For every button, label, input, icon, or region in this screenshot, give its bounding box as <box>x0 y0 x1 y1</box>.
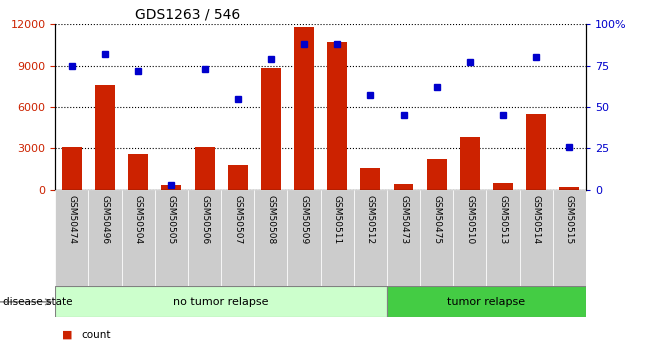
Text: GSM50509: GSM50509 <box>299 195 309 244</box>
Bar <box>261 68 281 190</box>
Bar <box>460 137 480 190</box>
Bar <box>89 190 122 286</box>
Bar <box>161 185 182 190</box>
Bar <box>394 184 413 190</box>
Text: GSM50496: GSM50496 <box>100 195 109 244</box>
Text: count: count <box>81 330 111 339</box>
Bar <box>427 159 447 190</box>
Bar <box>221 190 255 286</box>
Bar <box>122 190 155 286</box>
Text: GSM50515: GSM50515 <box>565 195 574 244</box>
Bar <box>155 190 188 286</box>
Bar <box>453 190 486 286</box>
Bar <box>559 187 579 190</box>
Text: no tumor relapse: no tumor relapse <box>173 297 269 307</box>
Text: GSM50510: GSM50510 <box>465 195 475 244</box>
Bar <box>195 147 214 190</box>
Text: GSM50475: GSM50475 <box>432 195 441 244</box>
Bar <box>327 42 347 190</box>
Bar <box>228 165 247 190</box>
Text: GSM50513: GSM50513 <box>499 195 508 244</box>
Bar <box>55 190 89 286</box>
Bar <box>420 190 453 286</box>
Bar <box>288 190 320 286</box>
Text: GSM50504: GSM50504 <box>133 195 143 244</box>
Text: GSM50508: GSM50508 <box>266 195 275 244</box>
Bar <box>255 190 288 286</box>
Bar <box>519 190 553 286</box>
Bar <box>353 190 387 286</box>
Bar <box>387 190 420 286</box>
Text: GSM50512: GSM50512 <box>366 195 375 244</box>
Text: disease state: disease state <box>3 297 73 307</box>
Text: GDS1263 / 546: GDS1263 / 546 <box>135 8 240 22</box>
Bar <box>493 183 513 190</box>
Text: GSM50506: GSM50506 <box>200 195 209 244</box>
Text: GSM50474: GSM50474 <box>68 195 76 244</box>
Bar <box>361 168 380 190</box>
Bar <box>55 286 387 317</box>
Text: GSM50511: GSM50511 <box>333 195 342 244</box>
Text: GSM50505: GSM50505 <box>167 195 176 244</box>
Bar <box>526 114 546 190</box>
Bar <box>62 147 82 190</box>
Bar <box>128 154 148 190</box>
Bar <box>387 286 586 317</box>
Bar <box>320 190 353 286</box>
Text: GSM50507: GSM50507 <box>233 195 242 244</box>
Text: GSM50473: GSM50473 <box>399 195 408 244</box>
Bar <box>486 190 519 286</box>
Bar <box>294 27 314 190</box>
Text: GSM50514: GSM50514 <box>532 195 541 244</box>
Bar <box>95 85 115 190</box>
Bar <box>188 190 221 286</box>
Text: ■: ■ <box>62 330 72 339</box>
Bar <box>553 190 586 286</box>
Text: tumor relapse: tumor relapse <box>447 297 525 307</box>
